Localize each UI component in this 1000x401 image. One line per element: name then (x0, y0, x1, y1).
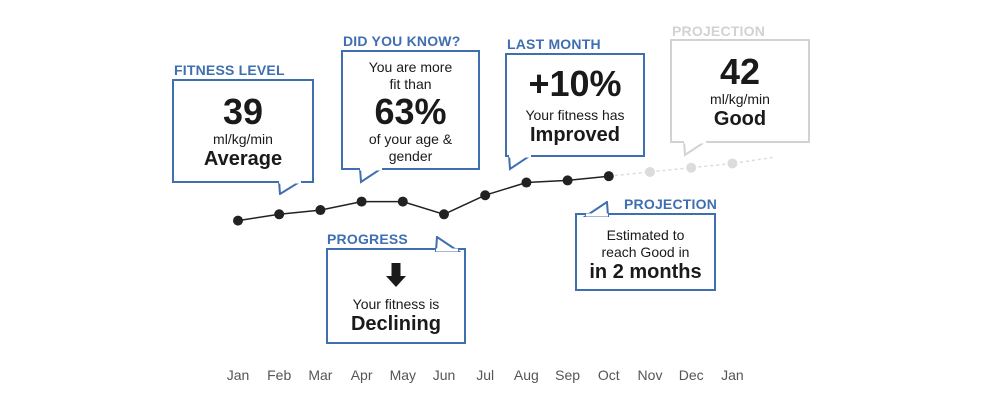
x-tick-label: Jan (226, 367, 250, 383)
x-tick-label: Mar (308, 367, 333, 383)
projection-bottom-callout: Estimated to reach Good in in 2 months (575, 213, 716, 291)
last-month-callout-tail (507, 155, 533, 171)
did-you-know-value: 63% (374, 91, 447, 132)
x-tick-label: Nov (637, 367, 663, 383)
x-tick-label: Feb (267, 367, 292, 383)
did-you-know-callout-tail (358, 168, 384, 184)
projection-bottom-status: in 2 months (589, 261, 702, 283)
last-month-label: LAST MONTH (507, 36, 601, 52)
fitness-level-unit: ml/kg/min (213, 131, 273, 147)
projection-point-13 (727, 158, 738, 169)
last-month-callout: +10% Your fitness has Improved (505, 53, 645, 157)
did-you-know-label: DID YOU KNOW? (343, 33, 461, 49)
projection-top-label: PROJECTION (672, 23, 766, 39)
did-you-know-line4: gender (388, 148, 433, 164)
data-point-4 (356, 196, 367, 207)
x-tick-label: Oct (597, 367, 620, 383)
data-point-3 (315, 205, 326, 216)
projection-top-unit: ml/kg/min (710, 91, 770, 107)
progress-status: Declining (350, 313, 441, 335)
did-you-know-callout: You are more fit than 63% of your age & … (341, 50, 480, 170)
progress-line1: Your fitness is (352, 296, 440, 312)
projection-point-12 (686, 162, 697, 173)
x-tick-label: Jul (476, 367, 495, 383)
fitness-level-label: FITNESS LEVEL (174, 62, 285, 78)
projection-top-callout: 42 ml/kg/min Good (670, 39, 810, 143)
x-tick-label: Dec (678, 367, 704, 383)
projection-bottom-line2: reach Good in (601, 244, 690, 260)
data-point-5 (397, 196, 408, 207)
did-you-know-line3: of your age & (368, 131, 453, 147)
fitness-level-status: Average (203, 148, 283, 170)
data-point-8 (521, 177, 532, 188)
last-month-value: +10% (528, 63, 622, 104)
data-point-9 (562, 175, 573, 186)
arrow-down-icon (328, 262, 464, 290)
x-tick-label: Jun (432, 367, 456, 383)
actual-series-line (237, 175, 609, 222)
x-tick-label: Sep (555, 367, 581, 383)
fitness-level-callout: 39 ml/kg/min Average (172, 79, 314, 183)
last-month-status: Improved (529, 124, 621, 146)
data-points (233, 158, 738, 226)
did-you-know-line2: fit than (389, 76, 432, 92)
data-point-6 (439, 209, 449, 220)
did-you-know-line1: You are more (368, 59, 453, 75)
data-point-1 (233, 215, 243, 226)
progress-callout-tail (434, 236, 462, 252)
x-tick-label: May (389, 367, 417, 383)
data-point-10 (603, 171, 614, 182)
x-tick-label: Jan (721, 367, 744, 383)
x-tick-label: Apr (350, 367, 373, 383)
data-point-2 (274, 209, 285, 220)
projection-top-value: 42 (719, 51, 761, 92)
projection-bottom-line1: Estimated to (606, 227, 685, 243)
projection-point-11 (645, 166, 655, 177)
fitness-level-callout-tail (277, 181, 303, 195)
data-point-7 (480, 190, 491, 201)
progress-label: PROGRESS (327, 231, 408, 247)
progress-callout: Your fitness is Declining (326, 248, 466, 344)
last-month-line1: Your fitness has (525, 107, 625, 123)
projection-bottom-label: PROJECTION (624, 196, 718, 212)
projection-bottom-callout-tail (582, 201, 610, 217)
projection-top-status: Good (713, 108, 767, 130)
x-tick-label: Aug (513, 367, 539, 383)
fitness-level-value: 39 (222, 91, 264, 132)
projection-top-callout-tail (682, 141, 708, 157)
